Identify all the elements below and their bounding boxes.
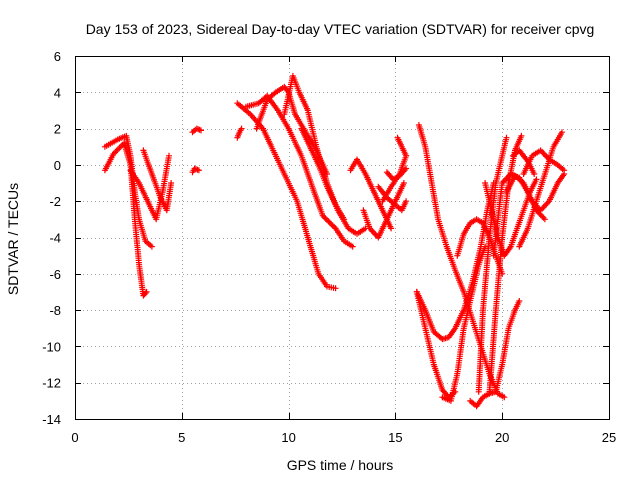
x-tick-label: 20	[495, 430, 509, 445]
axis-ticks: 0 5 10 15 20 25 -14 -12 -10 -8 -6 -4 -2 0 2 4 6	[42, 49, 616, 445]
y-tick-label: 6	[54, 49, 61, 64]
x-tick-label: 5	[178, 430, 185, 445]
data-point	[403, 198, 410, 205]
series-arc-8	[234, 100, 339, 292]
data-point	[332, 285, 339, 292]
series-arc-20	[413, 180, 497, 343]
y-tick-label: -14	[42, 412, 61, 427]
series-arc-5	[189, 125, 204, 136]
series-arc-15	[375, 183, 410, 214]
data-point	[541, 216, 548, 223]
data-point	[501, 394, 508, 401]
y-tick-label: 4	[54, 85, 61, 100]
y-axis-label: SDTVAR / TECUs	[5, 183, 21, 295]
data-point	[518, 132, 525, 139]
series-arc-11	[281, 73, 369, 237]
data-point	[195, 167, 202, 174]
x-tick-label: 10	[281, 430, 295, 445]
data-point	[400, 180, 407, 186]
series-arc-18	[394, 134, 410, 159]
series-arc-30	[516, 129, 565, 250]
x-tick-label: 0	[71, 430, 78, 445]
data-point	[349, 243, 356, 250]
y-tick-label: -10	[42, 339, 61, 354]
y-tick-label: -8	[49, 303, 61, 318]
series-arc-22	[439, 243, 489, 404]
series-arc-1	[101, 140, 150, 299]
data-point	[238, 125, 245, 132]
y-tick-label: 0	[54, 158, 61, 173]
data-series	[101, 73, 568, 410]
y-tick-label: 2	[54, 122, 61, 137]
y-tick-label: -6	[49, 267, 61, 282]
x-tick-label: 25	[602, 430, 616, 445]
y-tick-label: -2	[49, 194, 61, 209]
data-point	[168, 180, 175, 186]
data-point	[341, 216, 348, 223]
data-point	[143, 288, 150, 295]
x-tick-label: 15	[388, 430, 402, 445]
data-point	[503, 134, 510, 141]
x-axis-label: GPS time / hours	[287, 457, 394, 473]
series-arc-14	[360, 180, 407, 241]
series-arc-12	[298, 125, 348, 223]
series-trace	[283, 73, 366, 235]
data-point	[559, 129, 565, 136]
data-point	[516, 298, 523, 304]
data-point	[403, 152, 410, 159]
series-arc-17	[379, 152, 410, 205]
series-arc-13	[347, 156, 395, 232]
data-point	[561, 167, 568, 174]
grid-lines	[75, 56, 609, 419]
data-point	[198, 127, 204, 134]
series-arc-32	[509, 147, 538, 177]
data-point	[142, 290, 149, 297]
series-arc-6	[189, 165, 202, 176]
series-arc-7	[234, 125, 245, 141]
series-arc-9	[242, 92, 356, 250]
series-trace	[236, 102, 336, 289]
data-point	[533, 176, 540, 183]
data-point	[166, 152, 172, 159]
data-point	[388, 225, 395, 232]
series-arc-4	[140, 147, 175, 214]
series-arc-2	[101, 132, 155, 250]
data-point	[531, 171, 538, 177]
y-tick-label: -4	[49, 231, 61, 246]
series-arc-25	[475, 134, 510, 395]
series-arc-24	[467, 298, 523, 410]
data-point	[148, 243, 155, 250]
series-arc-26	[486, 132, 525, 397]
y-tick-label: -12	[42, 376, 61, 391]
chart-title: Day 153 of 2023, Sidereal Day-to-day VTE…	[86, 21, 595, 37]
